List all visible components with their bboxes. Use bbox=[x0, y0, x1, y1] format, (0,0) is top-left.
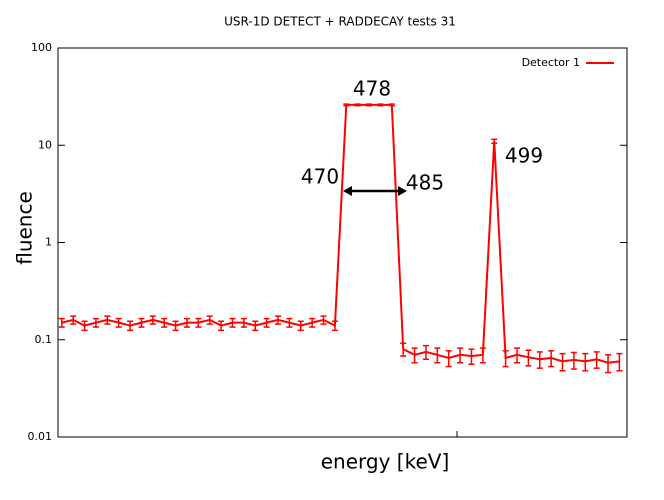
chart-title: USR-1D DETECT + RADDECAY tests 31 bbox=[224, 15, 456, 29]
plot-frame bbox=[57, 47, 628, 438]
arrow-head bbox=[343, 186, 352, 196]
y-tick-label: 100 bbox=[31, 41, 52, 54]
annotation: 499 bbox=[505, 144, 543, 168]
annotation: 470 bbox=[301, 165, 339, 189]
y-tick-label: 1 bbox=[45, 236, 52, 249]
y-tick-label: 0.01 bbox=[28, 430, 53, 443]
annotation: 478 bbox=[353, 77, 391, 101]
legend-label: Detector 1 bbox=[522, 56, 580, 69]
arrow-head bbox=[398, 186, 407, 196]
series-line bbox=[61, 103, 620, 364]
y-axis-label: fluence bbox=[13, 191, 37, 265]
y-tick-label: 0.1 bbox=[35, 333, 53, 346]
y-tick-label: 10 bbox=[38, 138, 52, 151]
x-axis-label: energy [keV] bbox=[321, 450, 450, 474]
annotation: 485 bbox=[406, 171, 444, 195]
